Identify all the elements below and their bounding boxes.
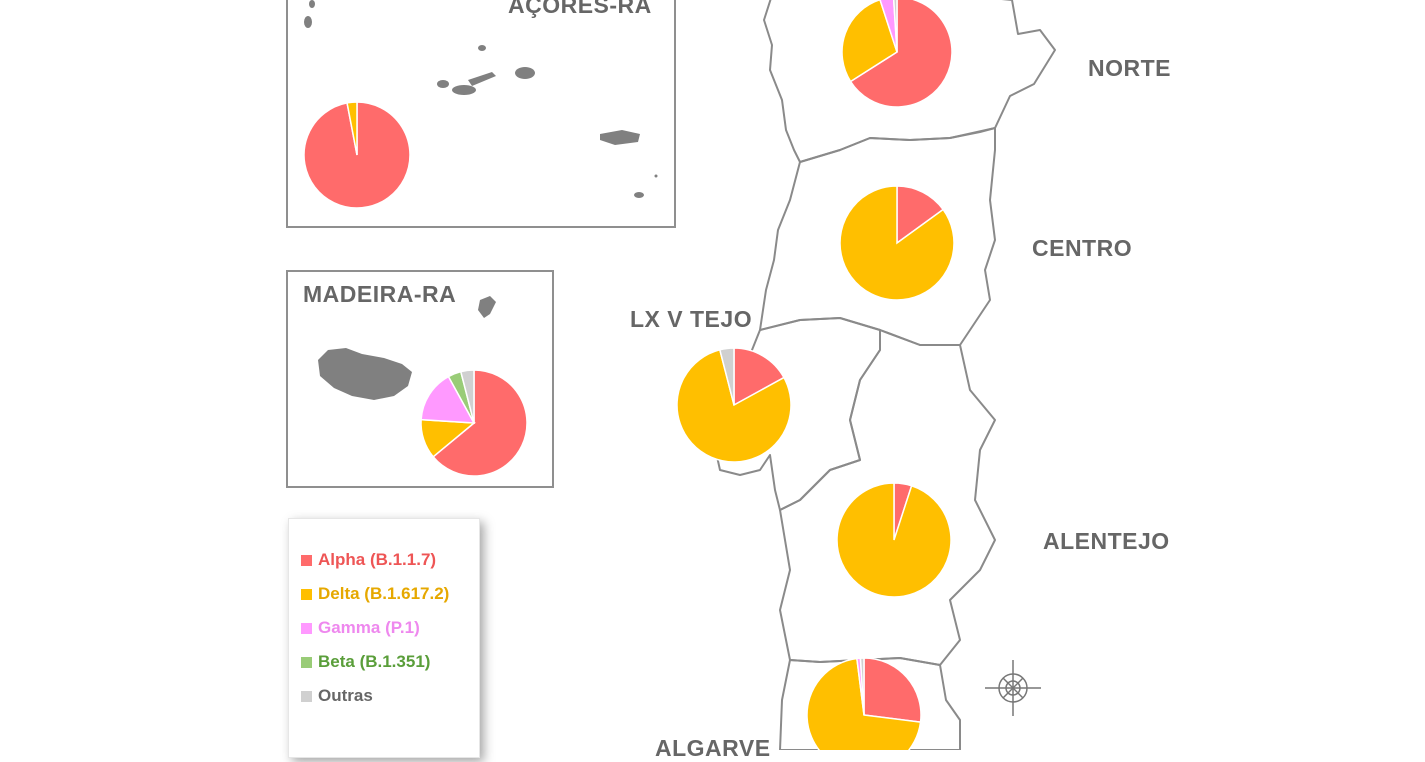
legend: Alpha (B.1.1.7) Delta (B.1.617.2) Gamma … (288, 518, 480, 758)
legend-label-outras: Outras (318, 686, 373, 705)
pie-slice-centro-alpha (896, 185, 945, 245)
pie-slice-lx-v-tejo-alpha (733, 347, 785, 407)
pie-slice-algarve-outras (859, 657, 865, 716)
label-alentejo: ALENTEJO (1043, 528, 1170, 554)
label-lxvtejo: LX V TEJO (630, 306, 753, 332)
legend-item-delta: Delta (B.1.617.2) (289, 577, 479, 611)
label-acores: AÇORES-RA (508, 0, 652, 18)
legend-swatch-beta (301, 656, 312, 668)
pie-slice-madeira-ra-outras (459, 369, 475, 424)
madeira-islands (318, 296, 496, 400)
pie-slice-madeira-ra-gamma (420, 375, 476, 424)
centro-outline (759, 127, 996, 346)
legend-swatch-gamma (301, 622, 312, 634)
legend-item-outras: Outras (289, 679, 479, 713)
label-algarve: ALGARVE (655, 735, 771, 761)
legend-swatch-alpha (301, 554, 312, 566)
label-norte: NORTE (1088, 55, 1171, 81)
legend-label-gamma: Gamma (P.1) (318, 618, 420, 637)
pie-slice-norte-delta (841, 0, 898, 83)
pie-slice-norte-alpha (849, 0, 953, 108)
pie-slice-lx-v-tejo-delta (676, 348, 792, 463)
legend-label-alpha: Alpha (B.1.1.7) (318, 550, 437, 569)
legend-item-gamma: Gamma (P.1) (289, 611, 479, 645)
compass-icon (985, 660, 1041, 716)
legend-swatch-outras (301, 690, 312, 702)
pie-slice-algarve-delta (806, 657, 922, 750)
pie-slice-a-ores-ra-delta (346, 101, 358, 156)
azores-islands (304, 0, 658, 198)
pie-slice-alentejo-delta (836, 482, 952, 598)
pie-slice-algarve-alpha (863, 657, 922, 723)
legend-label-beta: Beta (B.1.351) (318, 652, 431, 671)
pie-slice-norte-outras (892, 0, 898, 53)
legend-swatch-delta (301, 588, 312, 600)
legend-item-alpha: Alpha (B.1.1.7) (289, 543, 479, 577)
pie-slice-madeira-ra-alpha (432, 369, 528, 477)
pie-slice-lx-v-tejo-outras (718, 347, 735, 406)
label-madeira: MADEIRA-RA (303, 281, 457, 307)
pie-slice-centro-delta (839, 185, 955, 301)
legend-label-delta: Delta (B.1.617.2) (318, 584, 450, 603)
pie-slice-norte-gamma (879, 0, 898, 53)
label-centro: CENTRO (1032, 235, 1133, 261)
legend-item-beta: Beta (B.1.351) (289, 645, 479, 679)
